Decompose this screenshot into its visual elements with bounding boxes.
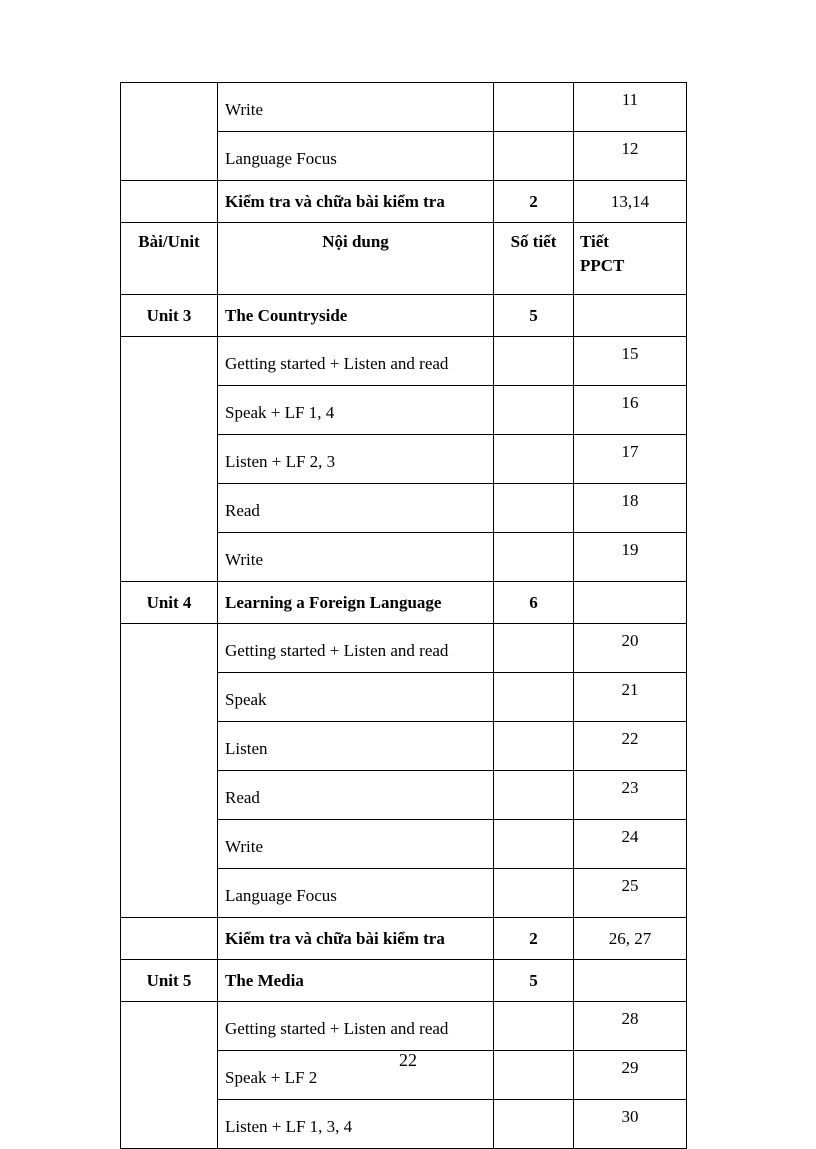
ppct-cell: 28 <box>573 1001 687 1051</box>
periods-cell <box>493 721 574 771</box>
header-ppct-line1: Tiết <box>580 232 609 251</box>
document-page: Write 11 Language Focus 12 Kiểm tra và chữa … <box>120 82 687 1149</box>
content-cell: Learning a Foreign Language <box>217 581 494 624</box>
content-cell: Listen + LF 2, 3 <box>217 434 494 484</box>
table-row: Write 19 <box>121 532 687 582</box>
header-unit: Bài/Unit <box>120 222 218 295</box>
content-cell: Speak + LF 2 <box>217 1050 494 1100</box>
ppct-cell <box>573 581 687 624</box>
periods-cell <box>493 82 574 132</box>
ppct-cell: 13,14 <box>573 180 687 223</box>
ppct-cell: 11 <box>573 82 687 132</box>
table-row: Speak + LF 2 29 <box>121 1050 687 1100</box>
content-cell: Speak <box>217 672 494 722</box>
unit-cell: Unit 3 <box>120 294 218 337</box>
ppct-cell: 29 <box>573 1050 687 1100</box>
header-periods: Số tiết <box>493 222 574 295</box>
periods-cell <box>493 532 574 582</box>
table-row: Unit 3 The Countryside 5 <box>120 294 687 337</box>
unit-cell: Unit 5 <box>120 959 218 1002</box>
periods-cell: 5 <box>493 959 574 1002</box>
periods-cell <box>493 385 574 435</box>
ppct-cell: 24 <box>573 819 687 869</box>
ppct-cell: 26, 27 <box>573 917 687 960</box>
ppct-cell: 19 <box>573 532 687 582</box>
content-cell: Getting started + Listen and read <box>217 1001 494 1051</box>
table-row: Getting started + Listen and read 15 <box>120 336 687 582</box>
ppct-cell: 21 <box>573 672 687 722</box>
periods-cell <box>493 434 574 484</box>
ppct-cell: 16 <box>573 385 687 435</box>
unit-cell <box>120 82 218 181</box>
periods-cell <box>493 770 574 820</box>
ppct-cell: 18 <box>573 483 687 533</box>
content-cell: Language Focus <box>217 868 494 918</box>
unit-cell <box>120 1001 218 1149</box>
table-row: Read 23 <box>121 770 687 820</box>
table-row: Write 11 <box>120 82 687 181</box>
table-header-row: Bài/Unit Nội dung Số tiết Tiết PPCT <box>120 222 687 295</box>
table-row: Unit 4 Learning a Foreign Language 6 <box>120 581 687 624</box>
content-cell: Read <box>217 483 494 533</box>
table-row: Getting started + Listen and read 20 <box>120 623 687 918</box>
periods-cell <box>493 819 574 869</box>
table-row: Listen 22 <box>121 721 687 771</box>
content-cell: Speak + LF 1, 4 <box>217 385 494 435</box>
ppct-cell <box>573 959 687 1002</box>
periods-cell <box>493 1001 574 1051</box>
periods-cell <box>493 483 574 533</box>
content-cell: Write <box>217 82 494 132</box>
periods-cell <box>493 868 574 918</box>
page-number: 22 <box>399 1050 417 1070</box>
ppct-cell: 17 <box>573 434 687 484</box>
ppct-cell: 23 <box>573 770 687 820</box>
content-cell: Read <box>217 770 494 820</box>
header-content: Nội dung <box>217 222 494 295</box>
unit-cell: Unit 4 <box>120 581 218 624</box>
ppct-cell: 30 <box>573 1099 687 1149</box>
periods-cell <box>493 623 574 673</box>
periods-cell <box>493 131 574 181</box>
content-cell: Getting started + Listen and read <box>217 336 494 386</box>
table-row: Kiểm tra và chữa bài kiểm tra 2 26, 27 <box>120 917 687 960</box>
content-cell: Listen <box>217 721 494 771</box>
periods-cell <box>493 1099 574 1149</box>
unit-cell <box>120 336 218 582</box>
ppct-cell: 15 <box>573 336 687 386</box>
unit-cell <box>120 180 218 223</box>
ppct-cell <box>573 294 687 337</box>
table-row: Unit 5 The Media 5 <box>120 959 687 1002</box>
table-row: Getting started + Listen and read 28 <box>120 1001 687 1149</box>
ppct-cell: 22 <box>573 721 687 771</box>
content-cell: The Countryside <box>217 294 494 337</box>
ppct-cell: 12 <box>573 131 687 181</box>
ppct-cell: 20 <box>573 623 687 673</box>
table-row: Speak 21 <box>121 672 687 722</box>
content-cell: Write <box>217 532 494 582</box>
content-cell: Write <box>217 819 494 869</box>
periods-cell: 6 <box>493 581 574 624</box>
header-ppct-line2: PPCT <box>580 256 625 275</box>
table-row: Kiểm tra và chữa bài kiểm tra 2 13,14 <box>120 180 687 223</box>
unit-cell <box>120 623 218 918</box>
table-row: Listen + LF 2, 3 17 <box>121 434 687 484</box>
content-cell: Getting started + Listen and read <box>217 623 494 673</box>
content-cell: Language Focus <box>217 131 494 181</box>
content-cell: The Media <box>217 959 494 1002</box>
content-cell: Listen + LF 1, 3, 4 <box>217 1099 494 1149</box>
table-row: Speak + LF 1, 4 16 <box>121 385 687 435</box>
periods-cell <box>493 672 574 722</box>
periods-cell: 2 <box>493 180 574 223</box>
ppct-cell: 25 <box>573 868 687 918</box>
periods-cell <box>493 336 574 386</box>
header-ppct: Tiết PPCT <box>573 222 687 295</box>
curriculum-table: Write 11 Language Focus 12 Kiểm tra và chữa … <box>120 82 687 1149</box>
periods-cell: 5 <box>493 294 574 337</box>
periods-cell: 2 <box>493 917 574 960</box>
content-cell: Kiểm tra và chữa bài kiểm tra <box>217 180 494 223</box>
content-cell: Kiểm tra và chữa bài kiểm tra <box>217 917 494 960</box>
unit-cell <box>120 917 218 960</box>
